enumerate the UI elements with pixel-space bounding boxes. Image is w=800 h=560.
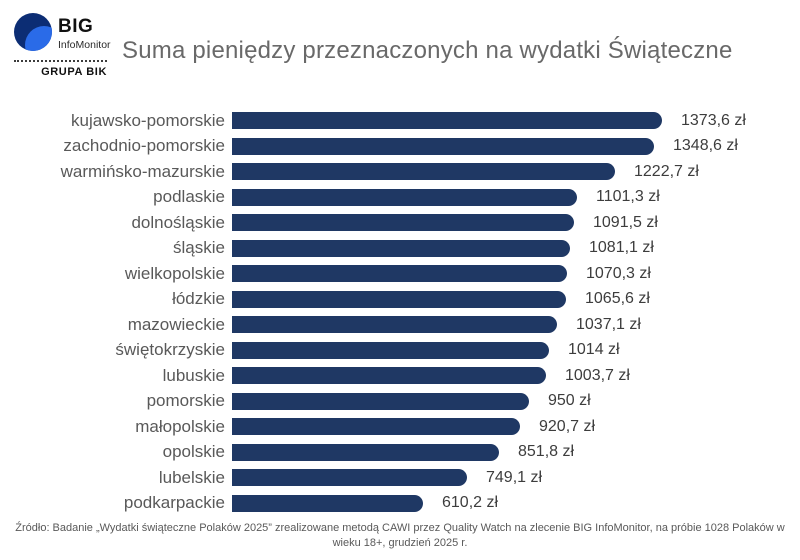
bar-row: lubelskie 749,1 zł [0,465,746,491]
bar-row: mazowieckie 1037,1 zł [0,312,746,338]
category-label: zachodnio-pomorskie [63,136,225,156]
bar [232,316,557,334]
bar [232,367,546,385]
category-label: świętokrzyskie [115,340,225,360]
bar-row: zachodnio-pomorskie 1348,6 zł [0,134,746,160]
logo-text: BIG InfoMonitor [58,13,111,51]
bar-row: wielkopolskie 1070,3 zł [0,261,746,287]
category-label: mazowieckie [127,314,225,334]
value-label: 851,8 zł [518,443,575,461]
bar-row: łódzkie 1065,6 zł [0,287,746,313]
bar [232,163,615,181]
bar [232,188,577,206]
bar [232,469,467,487]
bar-row: podlaskie 1101,3 zł [0,185,746,211]
category-label: dolnośląskie [131,212,225,232]
category-label: śląskie [173,238,225,258]
bar-row: lubuskie 1003,7 zł [0,363,746,389]
bar [232,290,566,308]
value-label: 749,1 zł [486,468,543,486]
category-label: podlaskie [153,187,225,207]
bar-row: podkarpackie 610,2 zł [0,491,746,517]
bar [232,392,529,410]
source-note: Źródło: Badanie „Wydatki świąteczne Pola… [15,522,785,550]
logo-top: BIG InfoMonitor [14,13,111,51]
big-globe-icon [14,13,52,51]
logo-subbrand-label: InfoMonitor [58,39,111,51]
bar [232,494,423,512]
category-label: lubuskie [162,365,225,385]
value-label: 1070,3 zł [586,264,651,282]
logo-brand-label: BIG [58,16,94,37]
bar-row: kujawsko-pomorskie 1373,6 zł [0,108,746,134]
value-label: 1348,6 zł [673,137,738,155]
chart-title: Suma pieniędzy przeznaczonych na wydatki… [122,37,733,64]
bar-row: śląskie 1081,1 zł [0,236,746,262]
value-label: 1065,6 zł [585,290,650,308]
category-label: wielkopolskie [124,263,225,283]
bar [232,214,574,232]
value-label: 610,2 zł [442,494,499,512]
bar-row: świętokrzyskie 1014 zł [0,338,746,364]
category-label: lubelskie [158,467,225,487]
bar-row: opolskie 851,8 zł [0,440,746,466]
category-label: pomorskie [146,391,225,411]
category-label: opolskie [162,442,225,462]
bar-row: dolnośląskie 1091,5 zł [0,210,746,236]
bar [232,112,662,130]
bar [232,137,654,155]
value-label: 1014 zł [568,341,620,359]
value-label: 1081,1 zł [589,239,654,257]
category-label: łódzkie [172,289,225,309]
header: BIG InfoMonitor GRUPA BIK Suma pieniędzy… [0,0,800,104]
logo-group-label: GRUPA BIK [41,66,107,78]
value-label: 1037,1 zł [576,315,641,333]
bar [232,265,567,283]
dotted-divider [14,60,107,62]
bar [232,239,570,257]
bar-chart: kujawsko-pomorskie 1373,6 zł zachodnio-pom… [0,108,746,516]
value-label: 1091,5 zł [593,213,658,231]
value-label: 1003,7 zł [565,366,630,384]
bar [232,418,520,436]
bar-row: warmińsko-mazurskie 1222,7 zł [0,159,746,185]
category-label: podkarpackie [123,493,225,513]
value-label: 1373,6 zł [681,111,746,129]
bar [232,341,549,359]
category-label: kujawsko-pomorskie [71,110,225,130]
bar [232,443,499,461]
category-label: warmińsko-mazurskie [60,161,225,181]
value-label: 1101,3 zł [596,188,660,206]
bar-row: małopolskie 920,7 zł [0,414,746,440]
value-label: 1222,7 zł [634,162,699,180]
big-infomonitor-logo: BIG InfoMonitor GRUPA BIK [14,13,111,78]
value-label: 920,7 zł [539,417,596,435]
globe-crescent-shape [25,26,52,51]
category-label: małopolskie [135,416,225,436]
bar-row: pomorskie 950 zł [0,389,746,415]
value-label: 950 zł [548,392,591,410]
